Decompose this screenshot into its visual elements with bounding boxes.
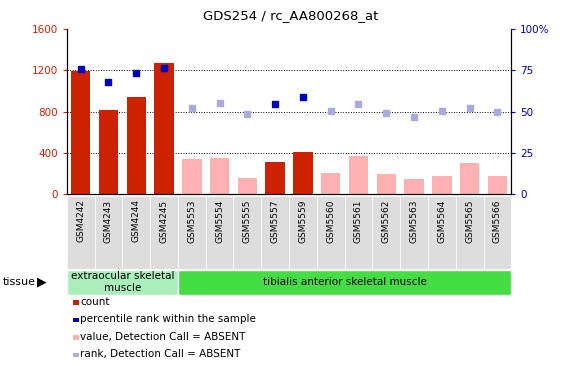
Bar (317, 196, 345, 269)
Bar (67, 270, 178, 295)
Text: GSM5557: GSM5557 (271, 199, 279, 243)
Text: tibialis anterior skeletal muscle: tibialis anterior skeletal muscle (263, 277, 426, 287)
Bar (345, 196, 372, 269)
Bar (428, 196, 456, 269)
Bar (150, 196, 178, 269)
Bar (95, 196, 123, 269)
Bar (178, 270, 511, 295)
Bar (372, 196, 400, 269)
Text: count: count (80, 296, 110, 307)
Text: GSM5555: GSM5555 (243, 199, 252, 243)
Bar (67, 196, 95, 269)
Text: rank, Detection Call = ABSENT: rank, Detection Call = ABSENT (80, 349, 241, 359)
Bar (127, 97, 146, 194)
Text: tissue: tissue (3, 277, 36, 287)
Bar (349, 156, 368, 194)
Bar (321, 173, 340, 194)
Bar (483, 196, 511, 269)
Text: ▶: ▶ (37, 276, 46, 289)
Bar (261, 196, 289, 269)
Bar (178, 196, 206, 269)
Bar (210, 158, 229, 194)
Bar (238, 178, 257, 194)
Bar (123, 196, 150, 269)
Bar (432, 176, 451, 194)
Bar (460, 163, 479, 194)
Text: GSM4244: GSM4244 (132, 199, 141, 242)
Bar (182, 159, 202, 194)
Bar (487, 176, 507, 194)
Bar (266, 162, 285, 194)
Bar (456, 196, 483, 269)
Text: GSM5566: GSM5566 (493, 199, 502, 243)
Text: value, Detection Call = ABSENT: value, Detection Call = ABSENT (80, 332, 246, 342)
Bar (71, 71, 91, 194)
Bar (293, 152, 313, 194)
Text: GSM4245: GSM4245 (160, 199, 168, 243)
Text: GSM5561: GSM5561 (354, 199, 363, 243)
Bar (155, 63, 174, 194)
Bar (206, 196, 234, 269)
Bar (234, 196, 261, 269)
Text: GSM5553: GSM5553 (187, 199, 196, 243)
Text: GSM5559: GSM5559 (299, 199, 307, 243)
Text: GSM5554: GSM5554 (215, 199, 224, 243)
Text: GSM4242: GSM4242 (76, 199, 85, 242)
Text: GSM5564: GSM5564 (437, 199, 446, 243)
Text: GSM4243: GSM4243 (104, 199, 113, 243)
Bar (289, 196, 317, 269)
Text: GSM5562: GSM5562 (382, 199, 391, 243)
Text: GSM5565: GSM5565 (465, 199, 474, 243)
Text: GSM5563: GSM5563 (410, 199, 418, 243)
Bar (376, 174, 396, 194)
Bar (99, 109, 118, 194)
Text: percentile rank within the sample: percentile rank within the sample (80, 314, 256, 324)
Bar (400, 196, 428, 269)
Text: extraocular skeletal
muscle: extraocular skeletal muscle (71, 271, 174, 293)
Bar (404, 179, 424, 194)
Text: GDS254 / rc_AA800268_at: GDS254 / rc_AA800268_at (203, 9, 378, 22)
Text: GSM5560: GSM5560 (326, 199, 335, 243)
